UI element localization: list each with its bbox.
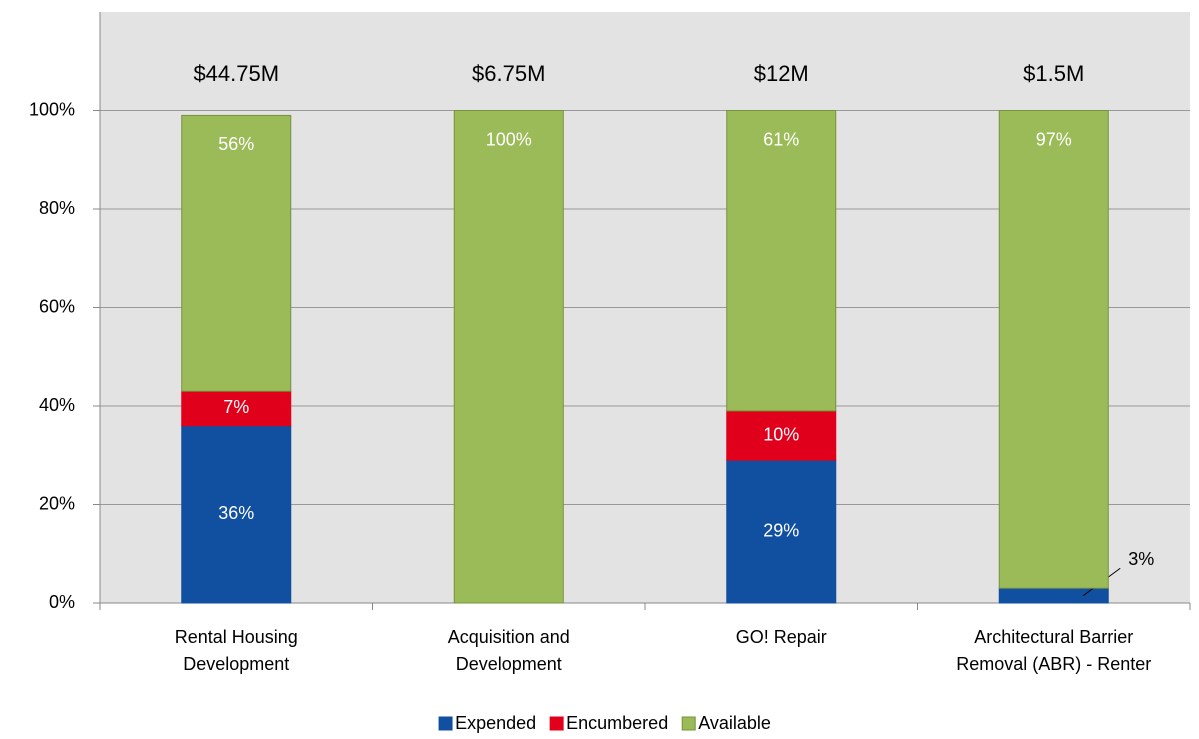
value-label: 7% <box>223 397 249 417</box>
legend-label: Expended <box>455 713 536 733</box>
legend-swatch <box>438 716 453 731</box>
bar-segment <box>181 390 292 427</box>
total-label: $12M <box>754 61 809 86</box>
y-tick-label: 0% <box>49 592 75 612</box>
y-tick-label: 100% <box>29 99 75 119</box>
x-tick-label: Acquisition and Development <box>447 627 570 674</box>
y-tick-label: 60% <box>39 296 75 316</box>
total-label: $44.75M <box>193 61 279 86</box>
bar-segment <box>181 425 292 604</box>
x-tick-label: Rental Housing Development <box>174 627 298 674</box>
x-tick-label: GO! Repair <box>735 627 827 647</box>
value-label: 10% <box>763 424 799 444</box>
bar-segment <box>998 110 1109 589</box>
y-tick-label: 80% <box>39 198 75 218</box>
bar-segment <box>998 587 1109 604</box>
y-tick-label: 20% <box>39 493 75 513</box>
value-label: 36% <box>218 503 254 523</box>
legend-swatch <box>681 716 696 731</box>
legend-label: Encumbered <box>566 713 668 733</box>
value-label: 56% <box>218 134 254 154</box>
value-label: 97% <box>1036 129 1072 149</box>
total-label: $1.5M <box>1023 61 1084 86</box>
value-label: 100% <box>486 129 532 149</box>
value-label: 61% <box>763 129 799 149</box>
x-tick-label: Architectural Barrier Removal (ABR) - Re… <box>956 627 1152 674</box>
y-tick-label: 40% <box>39 395 75 415</box>
bar-segment <box>181 114 292 392</box>
legend-label: Available <box>698 713 771 733</box>
value-label: 29% <box>763 520 799 540</box>
legend-swatch <box>549 716 564 731</box>
total-label: $6.75M <box>472 61 545 86</box>
bar-segment <box>726 410 837 461</box>
bar-segment <box>726 110 837 412</box>
bar-segment <box>726 459 837 604</box>
value-label: 3% <box>1128 549 1154 569</box>
bar-segment <box>453 110 564 604</box>
